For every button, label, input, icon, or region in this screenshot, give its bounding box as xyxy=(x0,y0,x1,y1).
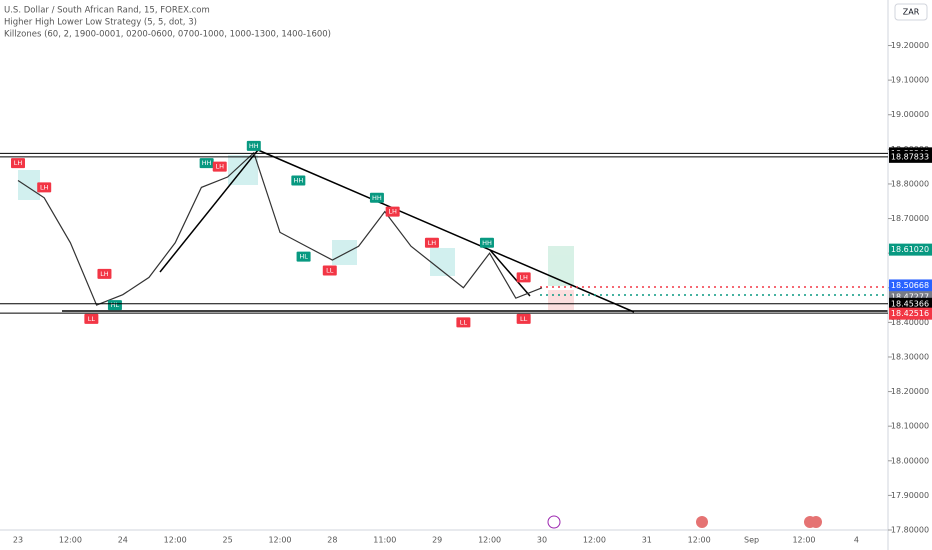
y-tick-label: 18.20000 xyxy=(891,387,929,396)
price-tag-label: 18.45366 xyxy=(891,299,929,308)
swing-marker-label: HH xyxy=(293,176,303,184)
y-tick-label: 19.20000 xyxy=(891,41,929,50)
price-tag-label: 18.47277 xyxy=(891,293,929,302)
x-tick-label: 24 xyxy=(118,536,128,545)
swing-marker-label: LH xyxy=(428,239,437,247)
price-tag-label: 18.50668 xyxy=(891,281,929,290)
y-tick-label: 18.00000 xyxy=(891,456,929,465)
swing-marker-label: HL xyxy=(299,253,308,261)
swing-marker xyxy=(107,300,122,311)
y-tick-label: 18.40000 xyxy=(891,318,929,327)
swing-marker-label: LH xyxy=(388,208,397,216)
swing-marker xyxy=(322,265,337,276)
event-icons xyxy=(547,515,822,529)
swing-marker-label: LL xyxy=(460,318,468,326)
price-tag xyxy=(889,297,932,310)
swing-marker xyxy=(385,206,400,217)
price-tag xyxy=(889,243,932,256)
swing-marker xyxy=(516,313,531,324)
price-tag xyxy=(889,150,932,163)
killzones xyxy=(18,155,574,310)
dotted-levels xyxy=(540,286,888,296)
swing-marker-label: LL xyxy=(88,315,96,323)
swing-marker xyxy=(369,192,384,203)
swing-marker-label: LH xyxy=(14,159,23,167)
currency-button[interactable] xyxy=(894,3,928,21)
x-tick-label: 25 xyxy=(223,536,233,545)
swing-marker-label: HH xyxy=(372,194,382,202)
swing-marker-label: LH xyxy=(100,270,109,278)
swing-marker xyxy=(516,272,531,283)
price-line xyxy=(17,151,543,306)
swing-marker-label: LH xyxy=(519,273,528,281)
swing-marker-label: HH xyxy=(202,159,212,167)
x-tick-label: 23 xyxy=(13,536,23,545)
swing-marker xyxy=(11,158,25,169)
price-tag-label: 18.61020 xyxy=(891,245,929,254)
y-tick-label: 18.30000 xyxy=(891,352,929,361)
price-tag-label: 18.42516 xyxy=(891,309,929,318)
x-tick-label: 12:00 xyxy=(164,536,187,545)
price-tag-label: 18.87833 xyxy=(891,152,929,161)
swing-marker-label: LH xyxy=(40,183,49,191)
swing-marker-label: HH xyxy=(249,142,259,150)
indicator-label: Killzones (60, 2, 1900-0001, 0200-0600, … xyxy=(4,30,331,40)
swing-marker xyxy=(456,317,471,328)
y-tick-label: 19.00000 xyxy=(891,110,929,119)
price-tag xyxy=(889,279,932,292)
x-tick-label: 12:00 xyxy=(583,536,606,545)
swing-marker-label: HL xyxy=(111,301,120,309)
x-tick-label: 12:00 xyxy=(478,536,501,545)
swing-marker xyxy=(97,268,112,279)
x-tick-label: 12:00 xyxy=(268,536,291,545)
swing-marker xyxy=(37,182,52,193)
swing-marker xyxy=(291,175,306,186)
swing-marker xyxy=(479,237,494,248)
swing-marker-label: LL xyxy=(326,266,334,274)
x-tick-label: 12:00 xyxy=(792,536,815,545)
currency-button-label[interactable]: ZAR xyxy=(903,8,920,17)
x-tick-label: 12:00 xyxy=(688,536,711,545)
y-tick-label: 19.10000 xyxy=(891,76,929,85)
y-tick-label: 18.80000 xyxy=(891,179,929,188)
swing-marker xyxy=(84,313,99,324)
trendlines xyxy=(62,149,888,313)
y-tick-label: 17.90000 xyxy=(891,491,929,500)
swing-marker xyxy=(199,158,214,169)
x-tick-label: 4 xyxy=(854,536,859,545)
x-tick-label: 31 xyxy=(642,536,652,545)
swing-marker xyxy=(424,237,439,248)
x-tick-label: 30 xyxy=(537,536,547,545)
swing-marker xyxy=(246,140,261,151)
price-tag xyxy=(889,307,932,320)
x-tick-label: 11:00 xyxy=(373,536,396,545)
swing-marker-label: LL xyxy=(520,315,528,323)
symbol-title: U.S. Dollar / South African Rand, 15, FO… xyxy=(4,6,210,16)
x-tick-label: Sep xyxy=(744,536,759,545)
y-tick-label: 17.80000 xyxy=(891,526,929,535)
indicator-label: Higher High Lower Low Strategy (5, 5, do… xyxy=(4,18,197,28)
swing-marker-label: HH xyxy=(482,239,492,247)
x-tick-label: 29 xyxy=(432,536,442,545)
swing-marker-label: LH xyxy=(215,163,224,171)
swing-marker xyxy=(212,161,227,172)
swing-marker xyxy=(296,251,311,262)
y-tick-label: 18.70000 xyxy=(891,214,929,223)
x-tick-label: 12:00 xyxy=(59,536,82,545)
y-tick-label: 18.10000 xyxy=(891,422,929,431)
x-tick-label: 28 xyxy=(327,536,337,545)
